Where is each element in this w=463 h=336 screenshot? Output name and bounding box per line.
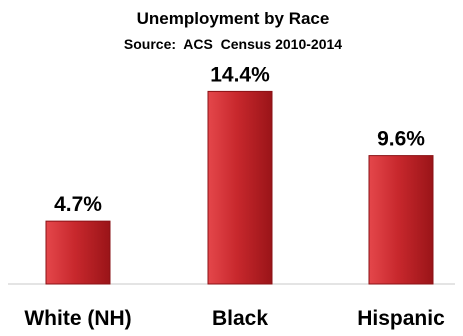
data-label: 14.4%: [210, 63, 270, 86]
category-label: Hispanic: [357, 307, 445, 330]
bar-black: [207, 90, 273, 285]
chart-title: Unemployment by Race: [137, 9, 330, 28]
bar-white-nh: [45, 220, 111, 285]
bars-layer: 4.7% White (NH) 14.4% Black 9.6% Hispanic: [24, 63, 445, 330]
chart-subtitle: Source: ACS Census 2010-2014: [124, 36, 342, 52]
category-label: White (NH): [24, 307, 131, 330]
data-label: 4.7%: [54, 193, 102, 216]
category-label: Black: [212, 307, 268, 330]
bar-hispanic: [368, 155, 434, 285]
data-label: 9.6%: [377, 128, 425, 151]
